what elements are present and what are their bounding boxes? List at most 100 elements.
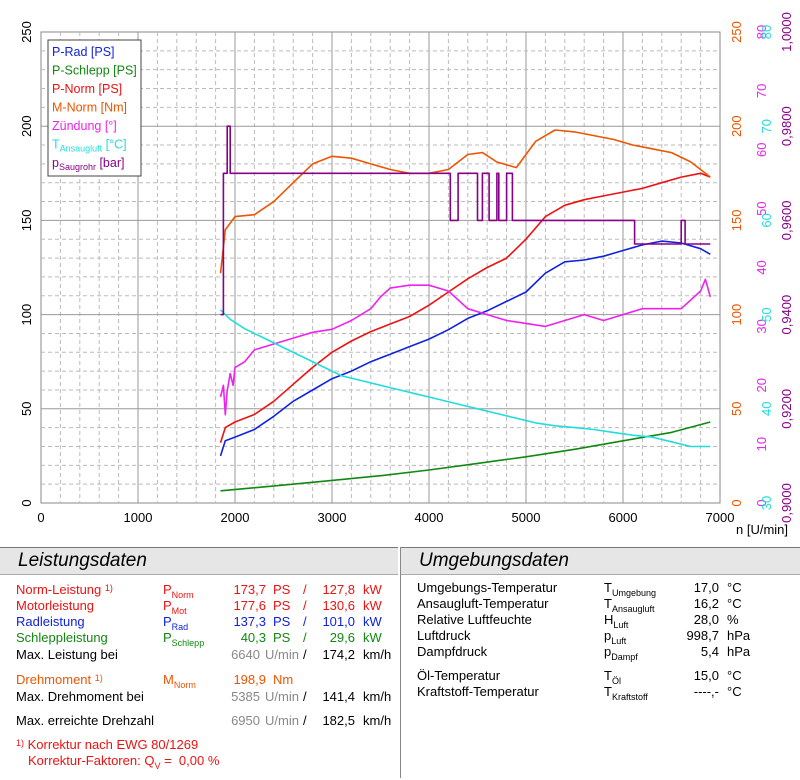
dreh-footnote-mark: 1)	[94, 673, 103, 683]
y-tick-label-degc: 50	[759, 307, 774, 321]
umgebung-row: Relative Luftfeuchte HLuft 28,0 %	[401, 612, 800, 630]
leistungsdaten-title: Leistungsdaten	[0, 547, 398, 575]
maxn-slash: /	[303, 713, 307, 728]
norm-symbol: P	[163, 582, 172, 597]
umgebung-label: Kraftstoff-Temperatur	[417, 684, 539, 699]
rad-ps-value: 137,3	[233, 614, 266, 629]
y-tick-label-degc: 40	[759, 402, 774, 416]
umgebung-value: 28,0	[693, 612, 719, 627]
series-line-1	[220, 421, 711, 492]
dreh-symbol-sub: Norm	[173, 680, 196, 690]
umgebung-unit: %	[727, 612, 739, 627]
schlepp-label: Schleppleistung	[16, 630, 108, 645]
y-tick-label-bar: 0,9600	[779, 201, 794, 241]
row-drehmoment: Drehmoment 1) MNorm 198,9 Nm	[0, 672, 398, 690]
maxl-slash: /	[303, 647, 307, 662]
umgebung-symbol-sub: Luft	[611, 636, 627, 646]
maxl-label: Max. Leistung bei	[16, 647, 118, 662]
faktoren-label: Korrektur-Faktoren: Q	[28, 753, 155, 768]
norm-slash: /	[303, 582, 307, 597]
rad-ps-unit: PS	[273, 614, 291, 629]
y-tick-label-nm: 200	[729, 115, 744, 137]
umgebung-symbol: T	[604, 684, 612, 699]
row-max-leistung: Max. Leistung bei 6640 U/min / 174,2 km/…	[0, 647, 398, 663]
x-tick-label: 4000	[415, 510, 444, 525]
x-tick-label: 7000	[706, 510, 735, 525]
umgebung-value: 998,7	[686, 628, 719, 643]
x-axis-label: n [U/min]	[736, 522, 788, 537]
y-tick-label-ps: 200	[19, 115, 34, 137]
umgebungsdaten-title: Umgebungsdaten	[401, 547, 800, 575]
motor-ps-unit: PS	[273, 598, 291, 613]
row-max-drehmoment: Max. Drehmoment bei 5385 U/min / 141,4 k…	[0, 689, 398, 705]
y-tick-label-ps: 100	[19, 304, 34, 326]
motor-symbol: P	[163, 598, 172, 613]
maxd-label: Max. Drehmoment bei	[16, 689, 144, 704]
umgebung-row: Dampfdruck pDampf 5,4 hPa	[401, 644, 800, 662]
maxn-speed-unit: km/h	[363, 713, 392, 728]
umgebungsdaten-panel: Umgebungsdaten Umgebungs-Temperatur TUmg…	[400, 547, 800, 778]
schlepp-ps-value: 40,3	[240, 630, 266, 645]
dyno-chart: 0 1000 2000 3000 4000 5000 6000 7000 0501001502…	[19, 12, 794, 537]
norm-ps-unit: PS	[273, 582, 291, 597]
maxn-speed: 182,5	[322, 713, 355, 728]
umgebung-symbol-sub: Dampf	[611, 652, 638, 662]
umgebung-label: Luftdruck	[417, 628, 471, 643]
norm-kw-value: 127,8	[322, 582, 355, 597]
umgebung-row: Öl-Temperatur TÖl 15,0 °C	[401, 668, 800, 686]
dreh-symbol: M	[163, 672, 174, 687]
schlepp-symbol-sub: Schlepp	[171, 638, 205, 648]
plot-area	[40, 31, 721, 504]
dreh-label: Drehmoment	[16, 672, 92, 687]
motor-ps-value: 177,6	[233, 598, 266, 613]
norm-symbol-sub: Norm	[171, 590, 194, 600]
umgebung-label: Relative Luftfeuchte	[417, 612, 532, 627]
y-tick-label-deg: 20	[754, 378, 769, 392]
y-tick-label-deg: 30	[754, 319, 769, 333]
maxd-rpm: 5385	[231, 689, 260, 704]
umgebung-row: Ansaugluft-Temperatur TAnsaugluft 16,2 °…	[401, 596, 800, 614]
y-tick-label-nm: 150	[729, 210, 744, 232]
x-tick-label: 5000	[512, 510, 541, 525]
y-tick-label-deg: 60	[754, 143, 769, 157]
row-schleppleistung: Schleppleistung PSchlepp 40,3 PS / 29,6 …	[0, 630, 398, 648]
y-tick-label-ps: 50	[19, 402, 34, 416]
umgebung-symbol-sub: Ansaugluft	[611, 604, 655, 614]
legend-entry: pSaugrohr [bar]	[52, 156, 124, 172]
y-tick-label-deg: 10	[754, 437, 769, 451]
y-tick-label-deg: 40	[754, 260, 769, 274]
umgebung-symbol: T	[604, 668, 612, 683]
maxl-rpm: 6640	[231, 647, 260, 662]
maxl-speed-unit: km/h	[363, 647, 392, 662]
y-tick-label-ps: 0	[19, 499, 34, 506]
y-tick-label-bar: 0,9200	[779, 389, 794, 429]
schlepp-symbol: P	[163, 630, 172, 645]
norm-ps-value: 173,7	[233, 582, 266, 597]
x-tick-label: 6000	[609, 510, 638, 525]
faktoren-value: 0,00 %	[178, 753, 220, 768]
legend: P-Rad [PS] P-Schlepp [PS] P-Norm [PS] M-Nor…	[47, 39, 142, 177]
y-tick-label-ps: 250	[19, 21, 34, 43]
maxd-speed-unit: km/h	[363, 689, 392, 704]
legend-entry: P-Schlepp [PS]	[52, 64, 137, 78]
y-tick-label-degc: 70	[759, 119, 774, 133]
legend-entry: P-Rad [PS]	[52, 45, 115, 59]
maxd-slash: /	[303, 689, 307, 704]
umgebung-symbol-sub: Umgebung	[611, 588, 656, 598]
umgebung-label: Dampfdruck	[417, 644, 488, 659]
y-tick-label-deg: 70	[754, 84, 769, 98]
row-max-drehzahl: Max. erreichte Drehzahl 6950 U/min / 182…	[0, 713, 398, 729]
umgebung-value: 15,0	[693, 668, 719, 683]
legend-entry: M-Norm [Nm]	[52, 101, 127, 115]
umgebung-symbol: T	[604, 580, 612, 595]
maxn-rpm-unit: U/min	[265, 713, 299, 728]
x-tick-label: 3000	[318, 510, 347, 525]
rad-label: Radleistung	[16, 614, 85, 629]
row-radleistung: Radleistung PRad 137,3 PS / 101,0 kW	[0, 614, 398, 632]
umgebung-value: 17,0	[693, 580, 719, 595]
umgebung-symbol: T	[604, 596, 612, 611]
y-tick-labels: 0 50 100 150 200 250 0 50 100 150 200 250 0 10 20 30 40 5…	[19, 12, 794, 523]
umgebung-symbol-sub: Luft	[613, 620, 629, 630]
umgebung-symbol-sub: Öl	[611, 676, 621, 686]
faktoren-eq: =	[164, 753, 172, 768]
